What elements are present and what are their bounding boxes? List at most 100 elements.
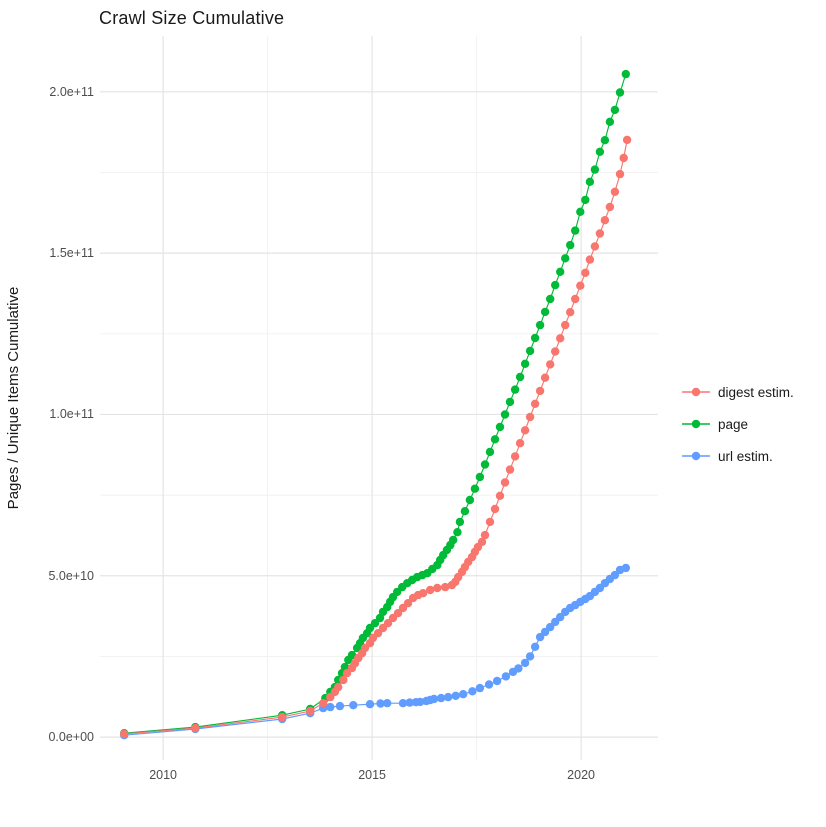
series-point-digestestim: [615, 169, 625, 179]
series-point-urlestim: [556, 612, 565, 622]
series-point-digestestim: [306, 706, 315, 716]
series-point-urlestim: [365, 700, 375, 709]
series-point-page: [370, 619, 380, 628]
series-point-page: [485, 447, 495, 457]
legend-key-icon: [682, 451, 710, 461]
series-point-page: [571, 226, 580, 235]
series-point-digestestim: [477, 537, 487, 547]
series-point-urlestim: [484, 680, 494, 689]
series-point-page: [590, 165, 600, 174]
series-point-page: [561, 254, 570, 263]
series-point-digestestim: [576, 281, 585, 290]
y-axis-title: Pages / Unique Items Cumulative: [5, 286, 22, 510]
series-point-digestestim: [556, 334, 565, 343]
series-point-digestestim: [619, 153, 628, 163]
x-tick-label: 2010: [149, 768, 178, 782]
series-point-urlestim: [376, 699, 385, 708]
series-point-digestestim: [561, 320, 570, 330]
series-point-page: [510, 385, 520, 394]
y-tick-label: 1.0e+11: [49, 407, 94, 422]
series-point-digestestim: [515, 439, 525, 448]
series-point-page: [460, 507, 470, 516]
series-point-digestestim: [571, 294, 580, 304]
series-point-digestestim: [334, 682, 343, 692]
series-point-page: [576, 207, 585, 216]
legend-key-icon: [682, 387, 710, 397]
series-point-page: [449, 535, 458, 545]
series-point-urlestim: [610, 570, 620, 580]
series-point-page: [480, 460, 490, 469]
series-point-urlestim: [468, 687, 477, 696]
series-point-digestestim: [600, 216, 610, 225]
series-point-digestestim: [585, 255, 595, 264]
series-point-digestestim: [551, 347, 560, 356]
series-point-urlestim: [416, 697, 425, 707]
series-point-urlestim: [335, 701, 345, 711]
series-point-page: [495, 422, 505, 432]
series-point-digestestim: [590, 242, 600, 251]
series-point-digestestim: [530, 399, 540, 408]
series-point-digestestim: [418, 589, 428, 598]
series-point-page: [505, 397, 515, 407]
series-point-urlestim: [405, 698, 414, 707]
legend-label: page: [718, 416, 749, 432]
series-point-urlestim: [475, 683, 485, 693]
series-point-digestestim: [505, 465, 515, 474]
series-point-urlestim: [530, 642, 540, 651]
series-point-digestestim: [383, 619, 393, 628]
series-point-digestestim: [566, 308, 575, 317]
series-point-page: [581, 195, 590, 205]
series-point-digestestim: [342, 669, 352, 678]
series-point-digestestim: [426, 585, 435, 595]
series-point-digestestim: [622, 135, 632, 145]
series-point-page: [566, 240, 575, 250]
series-point-page: [615, 88, 625, 97]
series-point-page: [530, 333, 540, 343]
legend-item-urlestim: url estim.: [681, 440, 823, 472]
series-point-urlestim: [520, 658, 530, 668]
series-point-digestestim: [373, 629, 383, 638]
series-point-digestestim: [535, 386, 545, 396]
y-tick-label: 1.5e+11: [49, 246, 94, 261]
series-point-digestestim: [480, 530, 490, 540]
series-point-urlestim: [436, 693, 446, 703]
series-point-digestestim: [191, 723, 200, 733]
series-point-urlestim: [621, 563, 630, 573]
series-point-urlestim: [492, 676, 502, 686]
series-point-digestestim: [441, 582, 450, 592]
series-point-urlestim: [383, 699, 392, 708]
legend-label: url estim.: [718, 448, 773, 464]
series-line-digestestim: [124, 139, 628, 735]
series-point-digestestim: [595, 229, 605, 238]
series-point-urlestim: [514, 664, 523, 673]
series-point-digestestim: [525, 412, 535, 422]
series-point-digestestim: [546, 360, 555, 369]
series-point-urlestim: [349, 701, 358, 710]
legend: digest estim. page url estim.: [681, 376, 823, 472]
x-tick-label: 2015: [358, 768, 386, 782]
y-tick-label: 2.0e+11: [49, 84, 94, 99]
series-point-digestestim: [510, 452, 520, 461]
series-point-page: [500, 410, 510, 419]
series-point-urlestim: [535, 632, 545, 642]
y-tick-label: 5.0e+10: [48, 568, 94, 583]
series-point-page: [540, 307, 550, 317]
series-point-digestestim: [485, 517, 495, 527]
series-point-urlestim: [546, 622, 555, 632]
series-point-digestestim: [540, 373, 550, 382]
series-point-digestestim: [339, 675, 348, 685]
series-point-page: [455, 517, 465, 527]
series-point-urlestim: [525, 652, 535, 661]
series-point-urlestim: [326, 702, 335, 712]
series-point-digestestim: [403, 599, 413, 608]
series-point-digestestim: [520, 426, 530, 435]
y-tick-label: 0.0e+00: [48, 730, 94, 745]
series-point-urlestim: [501, 672, 511, 681]
series-point-digestestim: [319, 699, 328, 708]
series-point-digestestim: [278, 712, 287, 722]
series-point-urlestim: [444, 692, 453, 702]
series-point-page: [535, 320, 545, 330]
series-point-page: [453, 528, 462, 537]
